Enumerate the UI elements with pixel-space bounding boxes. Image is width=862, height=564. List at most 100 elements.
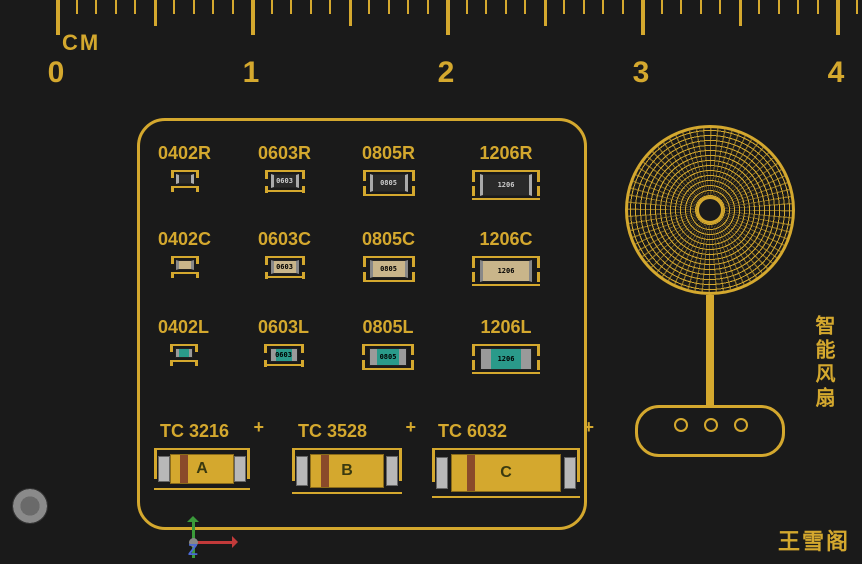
pad-right	[234, 456, 246, 483]
component-label: 0402L	[158, 317, 209, 338]
ruler-tick	[739, 0, 742, 26]
component-TC3528: TC 3528+B	[292, 421, 402, 494]
ruler-tick	[251, 0, 255, 35]
component-label: 1206R	[479, 143, 532, 164]
polarity-plus-icon: +	[583, 417, 594, 438]
fan-graphic: 智能风扇	[610, 125, 810, 525]
component-label: 1206C	[479, 229, 532, 250]
ruler: CM 01234	[0, 0, 862, 85]
chip-marking: 0805	[380, 353, 397, 361]
ruler-tick	[856, 0, 858, 14]
ruler-tick	[544, 0, 547, 26]
ruler-tick	[329, 0, 331, 14]
chip-body: 0805	[370, 174, 408, 192]
footprint: 0603	[264, 344, 304, 366]
footprint	[171, 170, 199, 188]
ruler-tick	[622, 0, 624, 14]
ruler-tick	[680, 0, 682, 14]
ruler-tick	[446, 0, 450, 35]
fan-caption: 智能风扇	[809, 315, 838, 411]
ruler-tick	[407, 0, 409, 14]
component-0402R: 0402R	[158, 143, 211, 188]
fan-button-2	[704, 418, 718, 432]
chip-marking: 0603	[276, 177, 293, 185]
component-label: 0603C	[258, 229, 311, 250]
footprint: 0805	[363, 256, 415, 282]
chip-marking: 1206	[498, 355, 515, 363]
component-0603R: 0603R0603	[258, 143, 311, 192]
component-label: 0402R	[158, 143, 211, 164]
polarity-stripe	[180, 455, 188, 483]
axis-z-label: Z	[188, 542, 198, 560]
ruler-tick	[232, 0, 234, 14]
axis-x	[192, 541, 236, 544]
ruler-tick	[836, 0, 840, 35]
polarity-plus-icon: +	[253, 417, 264, 438]
fan-hub	[696, 196, 724, 224]
component-label: TC 3216	[160, 421, 229, 442]
ruler-tick	[271, 0, 273, 14]
ruler-number: 3	[633, 56, 650, 90]
ruler-tick	[193, 0, 195, 14]
component-TC6032: TC 6032+C	[432, 421, 580, 498]
chip-marking: 1206	[498, 267, 515, 275]
component-1206L: 1206L 1206	[472, 317, 540, 374]
ruler-tick	[290, 0, 292, 14]
ruler-tick	[134, 0, 136, 14]
ruler-tick	[700, 0, 702, 14]
tantalum-body: C	[451, 454, 561, 492]
chip-body: 0603	[271, 260, 299, 274]
case-code-letter: B	[341, 462, 353, 480]
footprint: 0603	[265, 170, 305, 192]
tantalum-body: B	[310, 454, 384, 488]
ruler-tick	[76, 0, 78, 14]
ruler-unit-label: CM	[62, 30, 100, 56]
component-TC3216: TC 3216+A	[154, 421, 250, 490]
component-label: 1206L	[480, 317, 531, 338]
mounting-hole	[12, 488, 48, 524]
ruler-tick	[56, 0, 60, 35]
component-label: 0402C	[158, 229, 211, 250]
ruler-tick	[212, 0, 214, 14]
footprint	[171, 256, 199, 274]
pad-right	[386, 456, 398, 485]
component-1206R: 1206R1206	[472, 143, 540, 200]
ruler-tick	[661, 0, 663, 14]
ruler-tick	[817, 0, 819, 14]
footprint: A	[154, 448, 250, 490]
ruler-tick	[524, 0, 526, 14]
ruler-tick	[115, 0, 117, 14]
fan-base	[635, 405, 785, 457]
ruler-tick	[797, 0, 799, 14]
case-code-letter: A	[196, 460, 208, 478]
chip-marking: 0603	[275, 351, 292, 359]
ruler-tick	[95, 0, 97, 14]
component-0603L: 0603L0603	[258, 317, 309, 366]
ruler-tick	[310, 0, 312, 14]
component-0402C: 0402C	[158, 229, 211, 274]
ruler-tick	[778, 0, 780, 14]
ruler-tick	[719, 0, 721, 14]
chip-body: 1206	[480, 260, 532, 282]
chip-marking: 0805	[380, 265, 397, 273]
component-label: 0805C	[362, 229, 415, 250]
polarity-stripe	[467, 455, 475, 491]
ruler-tick	[485, 0, 487, 14]
chip-body: 0603	[270, 348, 298, 362]
ruler-tick	[641, 0, 645, 35]
ruler-tick	[427, 0, 429, 14]
footprint: 0805	[363, 170, 415, 196]
fan-button-1	[674, 418, 688, 432]
pad-left	[296, 456, 308, 485]
chip-body: 0805	[369, 348, 407, 366]
ruler-tick	[505, 0, 507, 14]
footprint: 1206	[472, 256, 540, 286]
chip-body	[175, 348, 193, 358]
component-label: TC 6032	[438, 421, 507, 442]
component-outline-box: 0402R0603R06030805R08051206R12060402C060…	[137, 118, 587, 530]
pad-left	[158, 456, 170, 483]
chip-body: 0603	[271, 174, 299, 188]
ruler-number: 2	[438, 56, 455, 90]
ruler-number: 4	[828, 56, 845, 90]
fan-stem	[706, 295, 714, 405]
